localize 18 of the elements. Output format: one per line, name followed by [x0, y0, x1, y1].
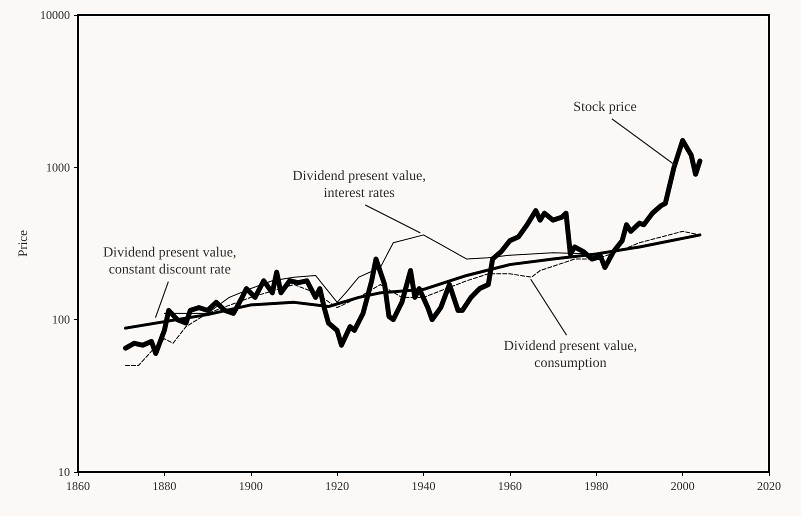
y-tick-label: 10 [58, 465, 70, 479]
annotation: Dividend present value, constant discount rate [103, 246, 236, 278]
x-tick-label: 1860 [66, 479, 90, 493]
x-tick-label: 1920 [325, 479, 350, 493]
annotation: Stock price [573, 100, 637, 115]
x-tick-label: 1880 [152, 479, 176, 493]
x-tick-label: 1900 [238, 479, 263, 493]
annotation: Dividend present value, consumption [504, 339, 638, 372]
y-axis-title: Price [15, 230, 30, 257]
x-tick-label: 2020 [757, 479, 781, 493]
x-tick-label: 1960 [498, 479, 522, 493]
y-tick-label: 1000 [46, 160, 70, 174]
y-tick-label: 10000 [40, 8, 70, 22]
x-tick-label: 1980 [584, 479, 608, 493]
annotation: Dividend present value, interest rates [292, 168, 426, 201]
y-tick-label: 100 [52, 312, 70, 327]
x-tick-label: 2000 [670, 479, 695, 493]
x-tick-label: 1940 [412, 479, 436, 493]
